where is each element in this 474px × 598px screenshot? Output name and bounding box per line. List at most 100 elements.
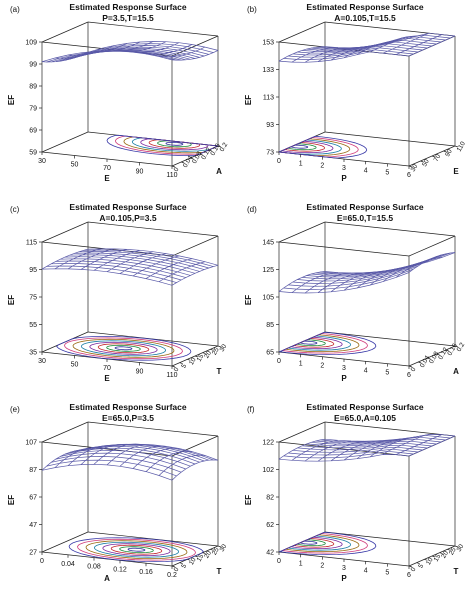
z-axis-label: EF <box>244 495 253 505</box>
x-tick-label: 0.08 <box>87 564 101 571</box>
chart-panel-c: (c) Estimated Response SurfaceA=0.105,P=3… <box>7 202 229 383</box>
surface-mesh-line <box>324 434 456 442</box>
y-tick <box>202 552 206 554</box>
floor-contour <box>278 331 377 356</box>
x-tick-label: 6 <box>407 372 411 379</box>
surface-mesh-line <box>311 438 442 445</box>
x-tick-label: 30 <box>38 358 46 365</box>
y-tick-label: 5 <box>417 563 425 570</box>
x-tick-label: 0.2 <box>167 572 177 579</box>
surface-mesh-line <box>51 456 182 473</box>
z-tick-label: 133 <box>262 67 274 74</box>
y-tick <box>171 165 176 168</box>
surface-mesh-line <box>132 447 180 469</box>
surface-mesh-line <box>395 34 443 55</box>
y-tick-label: 0 <box>173 366 181 373</box>
chart-title: Estimated Response Surface <box>306 2 423 12</box>
z-tick-label: 67 <box>29 495 37 502</box>
x-tick-label: 110 <box>166 172 177 179</box>
chart-panel-a: (a) Estimated Response SurfaceP=3.5,T=15.… <box>7 2 229 183</box>
x-tick-label: 5 <box>385 370 389 377</box>
chart-subtitle: E=65.0,T=15.5 <box>337 213 394 223</box>
x-tick-label: 2 <box>320 363 324 370</box>
y-tick <box>171 565 176 568</box>
floor-contour <box>102 543 171 557</box>
y-tick <box>171 365 176 368</box>
chart-title: Estimated Response Surface <box>69 2 186 12</box>
y-axis-label: E <box>453 167 459 176</box>
surface-mesh-line <box>320 434 451 443</box>
y-tick <box>443 150 447 153</box>
chart-panel-d: (d) Estimated Response SurfaceE=65.0,T=15… <box>244 202 466 383</box>
z-tick-label: 65 <box>266 350 274 357</box>
y-tick <box>454 145 459 148</box>
y-tick-label: 30 <box>219 343 229 353</box>
y-tick <box>210 549 214 551</box>
box-edge <box>408 235 456 257</box>
surface-mesh-line <box>158 46 206 58</box>
z-tick-label: 109 <box>25 40 37 47</box>
z-axis-label: EF <box>7 295 16 305</box>
box-edge <box>278 21 326 43</box>
floor-contour <box>127 547 146 552</box>
y-axis-label: A <box>453 367 459 376</box>
panel-label: (b) <box>247 5 257 14</box>
surface-mesh-line <box>83 43 214 55</box>
y-tick-label: 5 <box>180 363 188 370</box>
x-tick-label: 4 <box>364 167 368 174</box>
y-tick <box>208 149 212 152</box>
floor-contour <box>278 531 377 556</box>
y-tick <box>217 545 222 548</box>
box-edge <box>87 221 219 237</box>
box-edge <box>324 331 456 347</box>
surface-mesh-line <box>320 252 451 274</box>
surface-mesh-line <box>158 454 206 476</box>
box-edge <box>324 131 456 147</box>
floor-contour <box>106 344 141 352</box>
y-tick <box>179 562 183 564</box>
z-tick-label: 47 <box>29 522 37 529</box>
surface-mesh-line <box>145 451 193 472</box>
surface-mesh-line <box>158 261 206 283</box>
floor-contour <box>165 141 184 146</box>
z-tick-label: 69 <box>29 128 37 135</box>
box-edge <box>408 345 456 367</box>
chart-subtitle: E=65.0,P=3.5 <box>102 413 154 423</box>
x-axis-label: E <box>104 174 110 183</box>
y-tick <box>202 352 206 354</box>
x-tick-label: 30 <box>38 158 46 165</box>
x-tick-label: 3 <box>342 565 346 572</box>
floor-contour <box>80 340 167 357</box>
surface-mesh-line <box>382 434 430 455</box>
x-tick-label: 0 <box>277 358 281 365</box>
y-axis-label: T <box>217 567 222 576</box>
x-tick-label: 70 <box>103 365 111 372</box>
x-tick-label: 50 <box>71 362 79 369</box>
surface-mesh-line <box>64 447 196 465</box>
surface-mesh-line <box>324 32 456 49</box>
y-tick-label: 0 <box>410 366 418 373</box>
surface-mesh-line <box>315 436 446 444</box>
box-edge <box>41 221 89 243</box>
y-tick-label: 15 <box>196 353 206 363</box>
surface-mesh-line <box>132 255 180 277</box>
z-tick-label: 89 <box>29 84 37 91</box>
y-tick-label: 30 <box>219 543 229 553</box>
surface-mesh-line <box>74 252 205 270</box>
y-tick-label: 70 <box>433 153 443 163</box>
z-tick-label: 87 <box>29 467 37 474</box>
y-tick-label: 20 <box>440 550 450 560</box>
x-tick-label: 70 <box>103 165 111 172</box>
z-axis-label: EF <box>244 295 253 305</box>
floor-contour <box>114 346 133 351</box>
surface-mesh-line <box>408 252 456 273</box>
y-tick-label: 20 <box>203 350 213 360</box>
surface-mesh-line <box>382 32 430 54</box>
panel-label: (e) <box>10 405 20 414</box>
y-axis-label: T <box>217 367 222 376</box>
x-tick-label: 1 <box>299 360 303 367</box>
panel-label: (d) <box>247 205 257 214</box>
x-tick-label: 0 <box>277 158 281 165</box>
floor-contour <box>119 546 154 554</box>
chart-subtitle: A=0.105,P=3.5 <box>99 213 156 223</box>
